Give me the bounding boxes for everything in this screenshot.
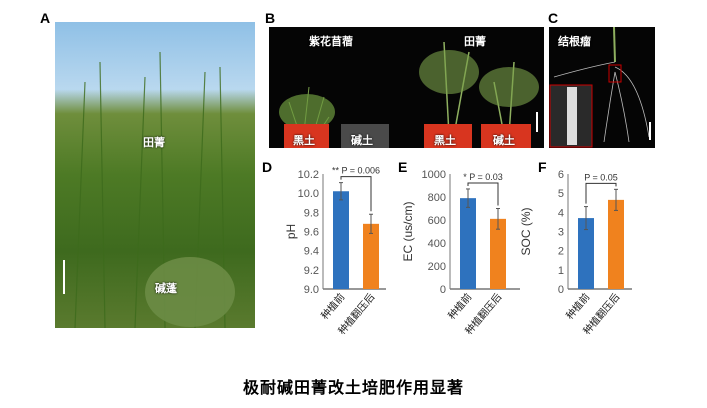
bar-before [460,198,476,289]
label-nodule: 结根瘤 [558,36,591,48]
y-tick-label: 0 [440,284,446,296]
y-tick-label: 4 [558,207,564,219]
label-tianjing: 田菁 [143,137,165,149]
y-tick-label: 9.0 [304,284,319,296]
y-tick-label: 9.4 [304,246,319,258]
figure-caption: 极耐碱田菁改土培肥作用显著 [242,378,464,397]
label-alfalfa: 紫花苜蓿 [309,36,353,48]
y-tick-label: 9.2 [304,265,319,277]
y-tick-label: 10.0 [298,188,319,200]
y-tick-label: 2 [558,246,564,258]
y-tick-label: 9.6 [304,227,319,239]
p-value-annotation: * P = 0.03 [463,172,503,182]
y-tick-label: 3 [558,227,564,239]
y-tick-label: 0 [558,284,564,296]
pot-label: 碱土 [351,135,373,147]
bar-before [333,191,349,289]
significance-bracket [585,182,617,204]
pot-plants-illustration [279,41,539,148]
y-tick-label: 600 [428,215,446,227]
label-jianpeng: 碱蓬 [155,283,177,295]
pot-label: 黑土 [293,135,315,147]
y-axis-label: EC (us/cm) [401,201,415,261]
panel-label-a: A [40,10,51,26]
bar-after [363,223,379,289]
x-tick-label: 种植前 [318,291,347,322]
y-tick-label: 9.8 [304,207,319,219]
panel-label-b: B [265,10,276,26]
bar-after [608,199,624,289]
bar-after [490,218,506,289]
pot-photo: 紫花苜蓿 田菁 黑土 碱土 黑土 碱土 [269,27,544,148]
field-photo: 田菁 碱蓬 [55,22,255,328]
p-value-annotation: ** P = 0.006 [332,166,380,176]
y-tick-label: 1 [558,265,564,277]
y-axis-label: pH [284,224,298,239]
panel-label: F [538,159,547,175]
y-tick-label: 1000 [422,169,446,181]
significance-bracket [467,182,499,206]
significance-bracket [340,176,372,212]
bar-before [578,218,594,289]
y-axis-label: SOC (%) [519,207,533,255]
root-nodule-photo: 结根瘤 [549,27,655,148]
y-tick-label: 5 [558,188,564,200]
panel-label-c: C [548,10,559,26]
panel-label: D [262,159,272,175]
y-tick-label: 400 [428,238,446,250]
pot-label: 碱土 [493,135,515,147]
panel-label: E [398,159,407,175]
y-tick-label: 800 [428,192,446,204]
x-tick-label: 种植前 [445,291,474,322]
p-value-annotation: P = 0.05 [584,172,618,182]
field-plants-illustration [63,51,235,328]
y-tick-label: 200 [428,261,446,273]
y-tick-label: 10.2 [298,169,319,181]
x-tick-label: 种植前 [563,291,592,322]
pot-label: 黑土 [434,135,456,147]
y-tick-label: 6 [558,169,564,181]
root-illustration [549,27,651,148]
label-sesbania: 田菁 [464,36,486,48]
